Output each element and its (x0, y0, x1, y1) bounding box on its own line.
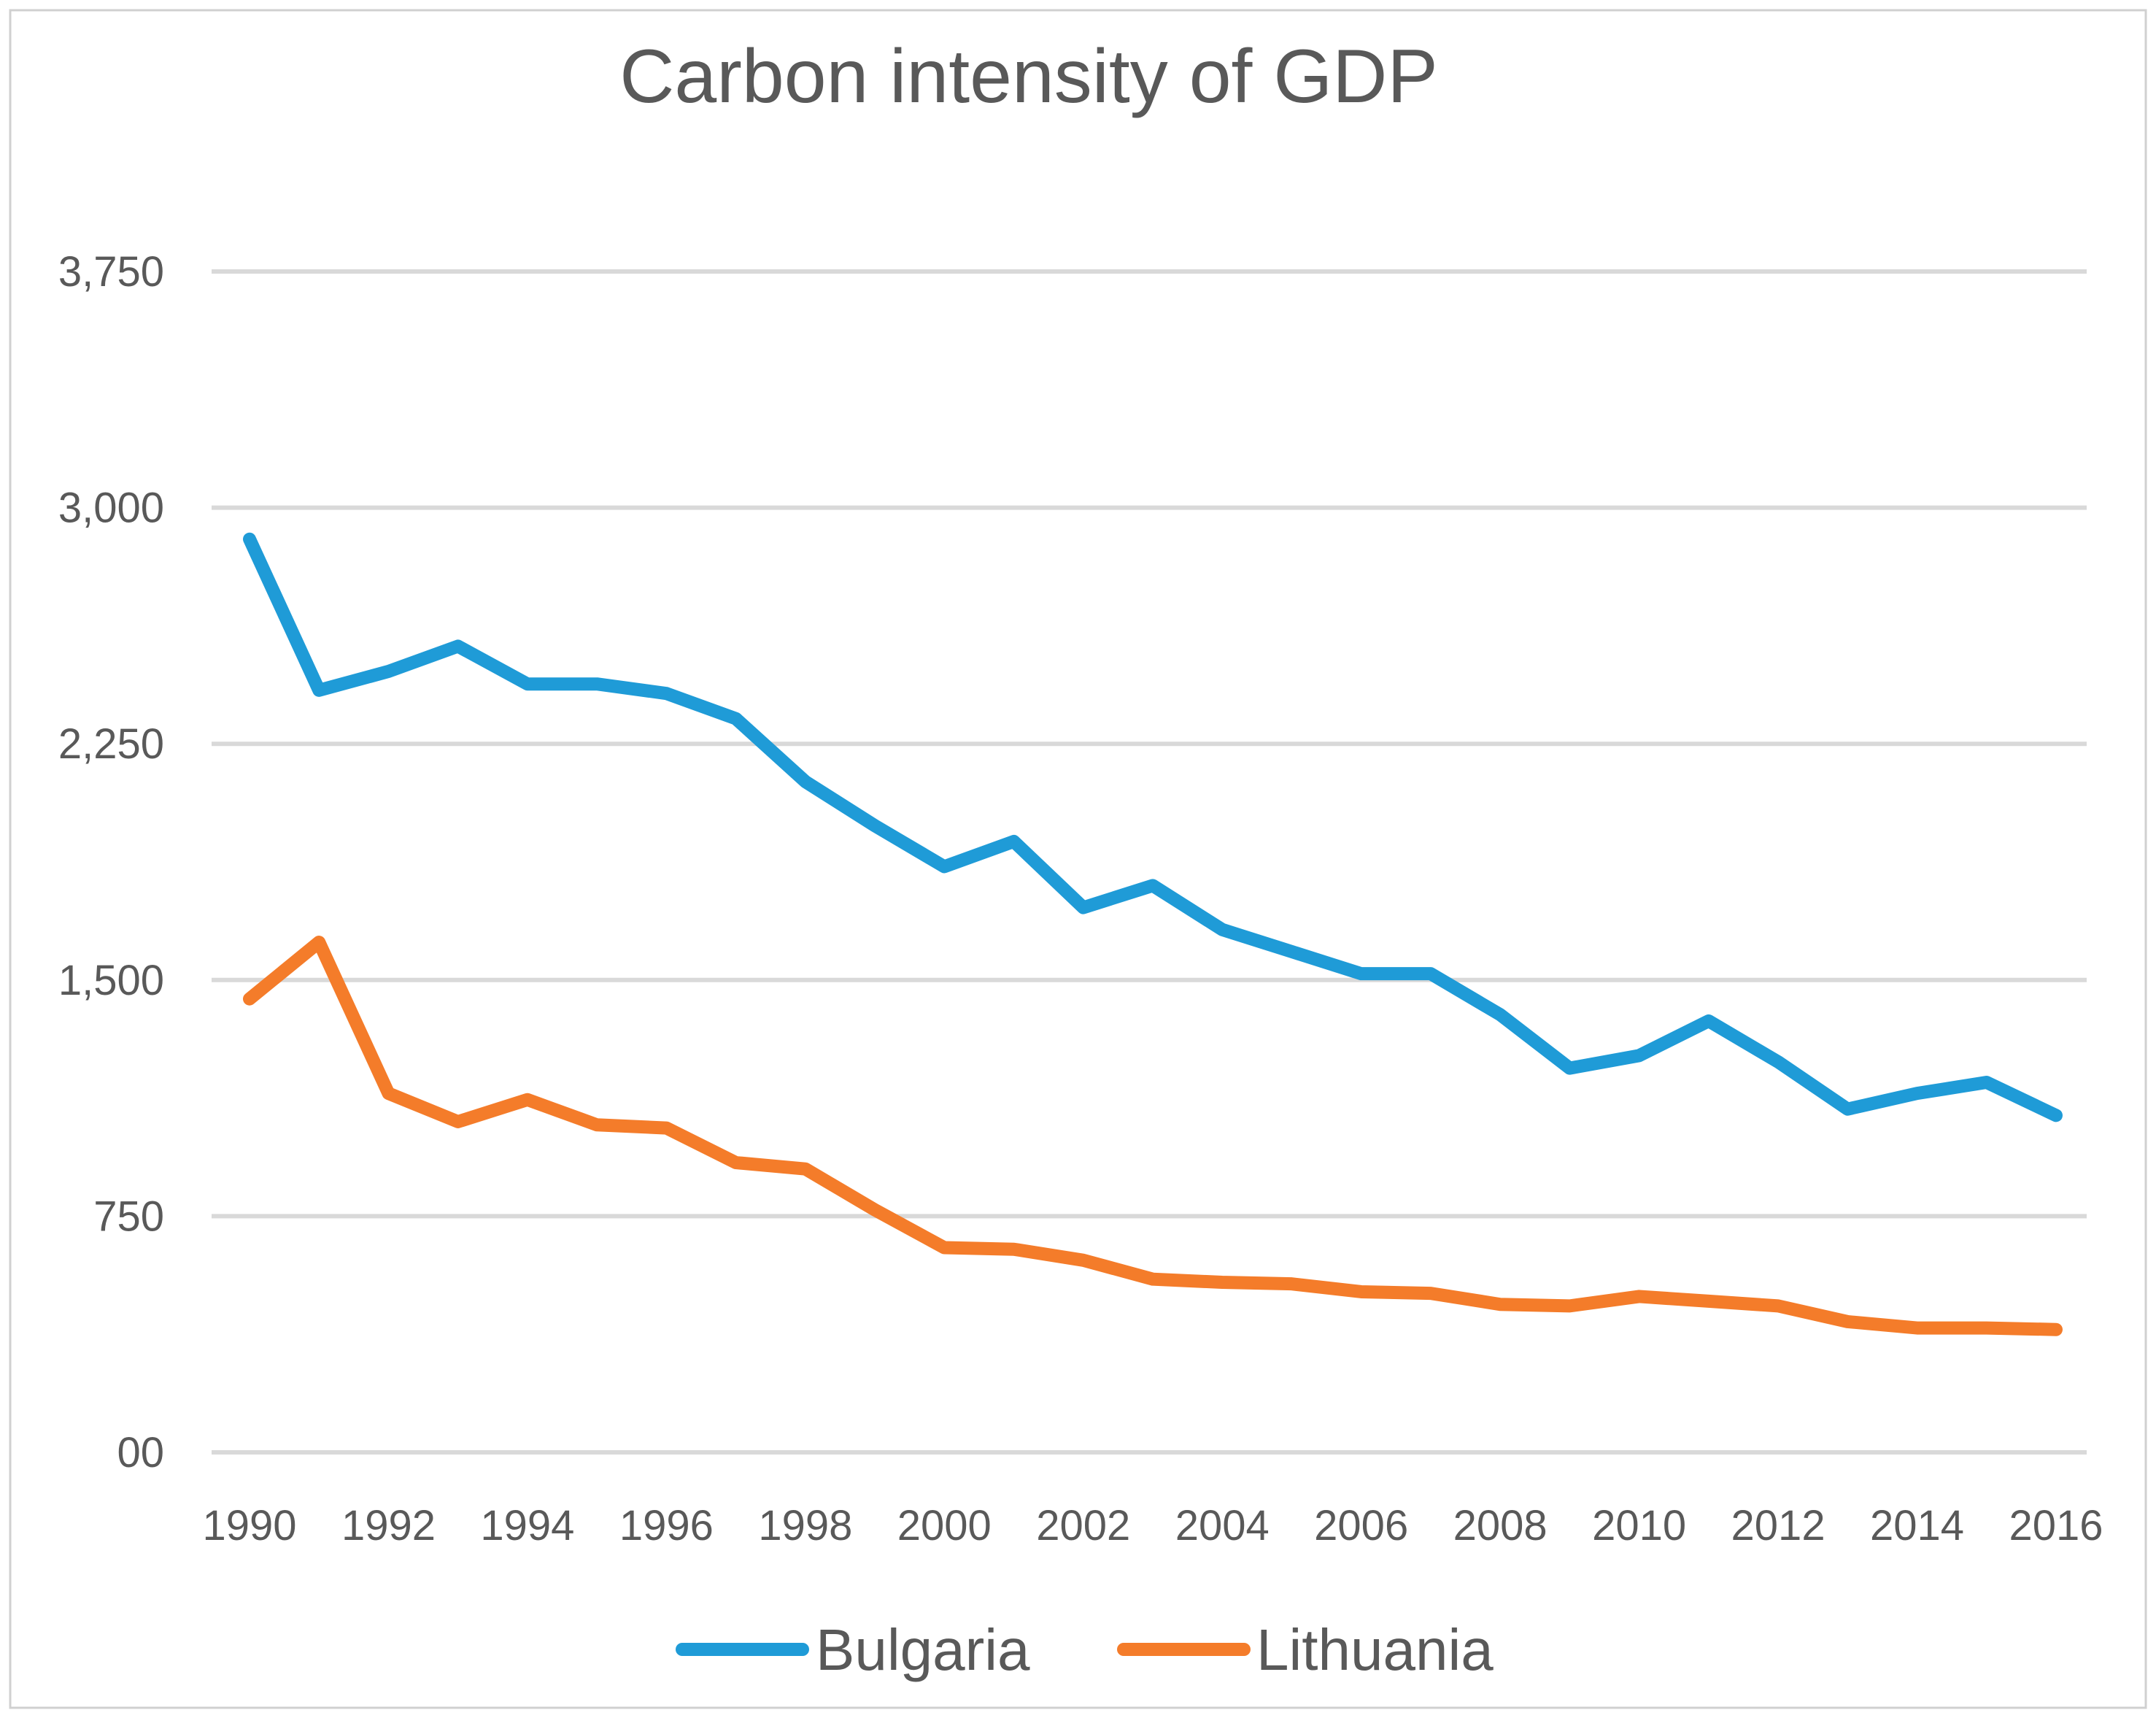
y-tick-label: 00 (117, 1429, 164, 1476)
x-tick-label: 1996 (619, 1502, 714, 1549)
x-tick-label: 2016 (2009, 1502, 2103, 1549)
series-line-bulgaria (243, 532, 2063, 1122)
x-tick-label: 2010 (1592, 1502, 1686, 1549)
x-tick-label: 1994 (480, 1502, 574, 1549)
x-tick-label: 1998 (758, 1502, 852, 1549)
y-tick-label: 750 (93, 1193, 164, 1240)
y-tick-label: 3,750 (58, 248, 164, 296)
chart-frame (9, 9, 2147, 1709)
x-tick-label: 2012 (1731, 1502, 1825, 1549)
series-line-lithuania (243, 936, 2063, 1336)
y-tick-label: 1,500 (58, 957, 164, 1004)
y-tick-label: 3,000 (58, 485, 164, 532)
x-tick-label: 2006 (1314, 1502, 1408, 1549)
series-lines (243, 532, 2063, 1336)
x-tick-label: 2002 (1036, 1502, 1130, 1549)
y-tick-label: 2,250 (58, 720, 164, 768)
x-tick-label: 2008 (1453, 1502, 1548, 1549)
legend: Bulgaria Lithuania (676, 1617, 1494, 1682)
x-tick-label: 2000 (897, 1502, 992, 1549)
gridlines (212, 269, 2087, 1455)
x-tick-label: 1990 (202, 1502, 296, 1549)
x-tick-label: 1992 (341, 1502, 436, 1549)
legend-label-lithuania: Lithuania (1256, 1617, 1494, 1682)
x-tick-label: 2004 (1175, 1502, 1270, 1549)
chart-title: Carbon intensity of GDP (619, 34, 1437, 119)
legend-label-bulgaria: Bulgaria (816, 1617, 1030, 1682)
x-tick-label: 2014 (1870, 1502, 1964, 1549)
y-axis-tick-labels: 00 750 1,500 2,250 3,000 3,750 (58, 248, 164, 1476)
x-axis-tick-labels: 1990 1992 1994 1996 1998 2000 2002 2004 2006 2008… (202, 1502, 2103, 1549)
